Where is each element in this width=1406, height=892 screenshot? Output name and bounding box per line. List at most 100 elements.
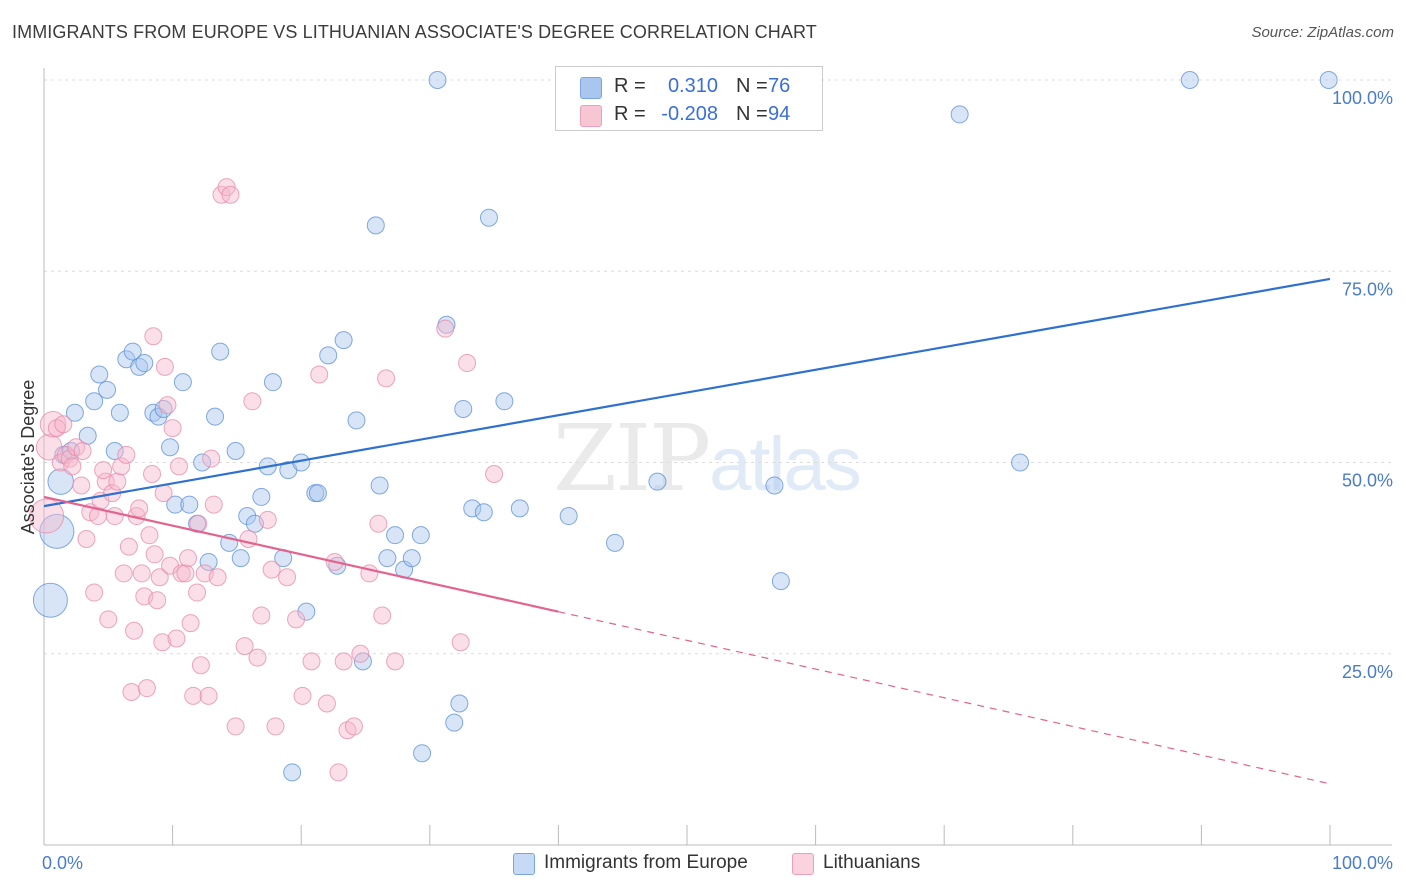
point-immigrants-from-europe bbox=[450, 694, 469, 713]
point-lithuanians bbox=[202, 449, 221, 468]
point-immigrants-from-europe bbox=[413, 744, 432, 763]
grid bbox=[44, 79, 1392, 655]
point-lithuanians bbox=[140, 526, 159, 545]
point-lithuanians bbox=[199, 686, 218, 705]
n-label: N = bbox=[736, 103, 768, 125]
point-immigrants-from-europe bbox=[297, 602, 316, 621]
point-immigrants-from-europe bbox=[319, 346, 338, 365]
point-lithuanians bbox=[252, 606, 271, 625]
point-lithuanians bbox=[221, 185, 240, 204]
point-immigrants-from-europe bbox=[495, 392, 514, 411]
point-lithuanians bbox=[243, 392, 262, 411]
point-lithuanians bbox=[184, 686, 203, 705]
point-immigrants-from-europe bbox=[428, 71, 447, 89]
trendline-lithuanians-extension bbox=[558, 611, 1331, 785]
point-immigrants-from-europe bbox=[445, 713, 464, 732]
point-immigrants-from-europe bbox=[283, 763, 302, 782]
point-immigrants-from-europe bbox=[123, 342, 142, 361]
point-lithuanians bbox=[485, 464, 504, 483]
legend-swatch-europe bbox=[513, 853, 535, 875]
point-lithuanians bbox=[72, 476, 91, 495]
point-lithuanians bbox=[262, 560, 281, 579]
point-lithuanians bbox=[153, 633, 172, 652]
point-immigrants-from-europe bbox=[347, 411, 366, 430]
point-lithuanians bbox=[54, 415, 73, 434]
point-immigrants-from-europe bbox=[334, 331, 353, 350]
point-immigrants-from-europe bbox=[110, 403, 129, 422]
point-immigrants-from-europe bbox=[90, 365, 109, 384]
point-immigrants-from-europe bbox=[98, 380, 117, 399]
point-lithuanians bbox=[112, 457, 131, 476]
point-lithuanians bbox=[287, 610, 306, 629]
point-immigrants-from-europe bbox=[370, 476, 389, 495]
y-tick-label: 100.0% bbox=[1332, 88, 1393, 108]
point-immigrants-from-europe bbox=[605, 533, 624, 552]
point-lithuanians bbox=[386, 652, 405, 671]
point-lithuanians bbox=[163, 419, 182, 438]
point-immigrants-from-europe bbox=[1180, 71, 1199, 89]
point-immigrants-from-europe bbox=[402, 549, 421, 568]
x-tick-label: 100.0% bbox=[1332, 853, 1393, 873]
point-lithuanians bbox=[235, 637, 254, 656]
legend-label-lithuanians: Lithuanians bbox=[823, 852, 921, 873]
point-lithuanians bbox=[373, 606, 392, 625]
legend-swatch-europe bbox=[580, 77, 602, 99]
n-label: N = bbox=[736, 75, 768, 97]
point-immigrants-from-europe bbox=[65, 403, 84, 422]
point-lithuanians bbox=[302, 652, 321, 671]
point-lithuanians bbox=[167, 629, 186, 648]
point-immigrants-from-europe bbox=[479, 208, 498, 227]
point-immigrants-from-europe bbox=[166, 495, 185, 514]
point-immigrants-from-europe bbox=[135, 354, 154, 373]
trendline-lithuanians bbox=[43, 495, 559, 613]
y-axis-label: Associate's Degree bbox=[18, 380, 38, 535]
point-immigrants-from-europe bbox=[648, 472, 667, 491]
r-value: 0.310 bbox=[667, 75, 718, 97]
point-lithuanians bbox=[208, 568, 227, 587]
n-value: 76 bbox=[768, 75, 791, 97]
legend-label-europe: Immigrants from Europe bbox=[544, 852, 748, 873]
point-immigrants-from-europe bbox=[950, 105, 969, 124]
legend-row-lithuanians: R = -0.208 N = 94 bbox=[556, 100, 822, 130]
point-immigrants-from-europe bbox=[1011, 453, 1030, 472]
point-lithuanians bbox=[144, 327, 163, 346]
point-immigrants-from-europe bbox=[173, 373, 192, 392]
legend-stats: R = 0.310 N = 76 R = -0.208 N = 94 bbox=[555, 66, 823, 131]
point-lithuanians bbox=[114, 564, 133, 583]
point-immigrants-from-europe bbox=[308, 484, 327, 503]
point-lithuanians bbox=[119, 537, 138, 556]
y-tick-label: 50.0% bbox=[1342, 471, 1393, 491]
point-immigrants-from-europe bbox=[180, 495, 199, 514]
legend-row-europe: R = 0.310 N = 76 bbox=[556, 72, 822, 102]
point-lithuanians bbox=[94, 461, 113, 480]
x-tick-label: 0.0% bbox=[42, 853, 83, 873]
point-immigrants-from-europe bbox=[193, 453, 212, 472]
source-label: Source: ZipAtlas.com bbox=[1251, 24, 1394, 41]
point-immigrants-from-europe bbox=[1319, 71, 1338, 89]
point-lithuanians bbox=[137, 679, 156, 698]
point-immigrants-from-europe bbox=[206, 407, 225, 426]
chart-title: IMMIGRANTS FROM EUROPE VS LITHUANIAN ASS… bbox=[12, 22, 817, 42]
point-lithuanians bbox=[204, 495, 223, 514]
legend-swatch-lithuanians bbox=[792, 853, 814, 875]
point-lithuanians bbox=[77, 530, 96, 548]
point-lithuanians bbox=[369, 514, 388, 533]
point-lithuanians bbox=[179, 549, 198, 568]
axes bbox=[43, 68, 1392, 846]
point-lithuanians bbox=[293, 686, 312, 705]
point-immigrants-from-europe bbox=[463, 499, 482, 518]
point-lithuanians bbox=[39, 411, 67, 438]
point-immigrants-from-europe bbox=[366, 216, 385, 235]
point-immigrants-from-europe bbox=[226, 442, 245, 461]
point-lithuanians bbox=[105, 507, 124, 526]
watermark-atlas: atlas bbox=[709, 422, 862, 507]
point-lithuanians bbox=[188, 583, 207, 602]
point-lithuanians bbox=[158, 396, 177, 415]
point-lithuanians bbox=[278, 568, 297, 587]
legend-series: Immigrants from Europe Lithuanians bbox=[0, 851, 1406, 879]
point-lithuanians bbox=[85, 583, 104, 602]
r-label: R = bbox=[614, 103, 646, 125]
point-immigrants-from-europe bbox=[474, 503, 493, 522]
tick-labels: 25.0% 50.0% 75.0% 100.0% 0.0% 100.0% bbox=[42, 88, 1393, 873]
